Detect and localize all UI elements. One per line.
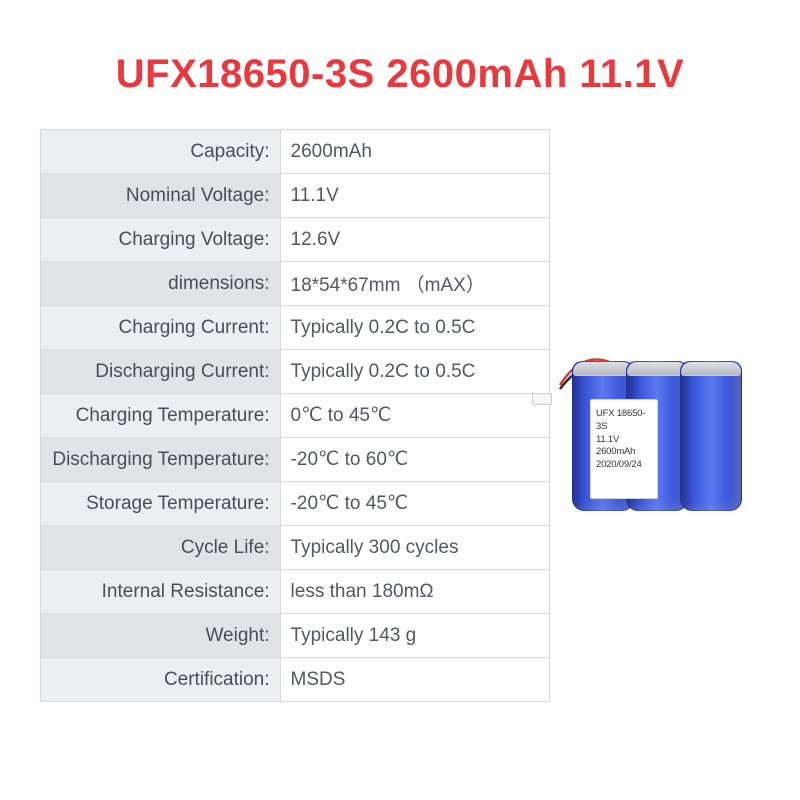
spec-label: Charging Current: [41, 306, 281, 350]
table-row: Charging Current:Typically 0.2C to 0.5C [41, 306, 550, 350]
spec-value: less than 180mΩ [280, 570, 549, 614]
spec-value: 0℃ to 45℃ [280, 394, 549, 438]
content-row: Capacity:2600mAhNominal Voltage:11.1VCha… [0, 129, 800, 702]
spec-label: Charging Voltage: [41, 218, 281, 262]
battery-label-line: 2020/09/24 [596, 459, 652, 472]
spec-label: Discharging Temperature: [41, 438, 281, 482]
page-title: UFX18650-3S 2600mAh 11.1V [0, 0, 800, 129]
spec-value: Typically 0.2C to 0.5C [280, 306, 549, 350]
spec-label: Capacity: [41, 130, 281, 174]
spec-label: Weight: [41, 614, 281, 658]
spec-label: Internal Resistance: [41, 570, 281, 614]
spec-label: dimensions: [41, 262, 281, 306]
spec-label: Certification: [41, 658, 281, 702]
battery-label-sticker: UFX 18650-3S 11.1V 2600mAh 2020/09/24 [590, 399, 658, 499]
spec-value: 2600mAh [280, 130, 549, 174]
table-row: dimensions:18*54*67mm （mAX） [41, 262, 550, 306]
spec-value: 18*54*67mm （mAX） [280, 262, 549, 306]
spec-value: -20℃ to 60℃ [280, 438, 549, 482]
battery-cell [680, 361, 742, 511]
spec-value: Typically 143 g [280, 614, 549, 658]
spec-value: 11.1V [280, 174, 549, 218]
spec-value: Typically 0.2C to 0.5C [280, 350, 549, 394]
spec-label: Storage Temperature: [41, 482, 281, 526]
spec-table-body: Capacity:2600mAhNominal Voltage:11.1VCha… [41, 130, 550, 702]
spec-value: 12.6V [280, 218, 549, 262]
battery-label-line: 11.1V 2600mAh [596, 434, 652, 460]
table-row: Nominal Voltage:11.1V [41, 174, 550, 218]
spec-table: Capacity:2600mAhNominal Voltage:11.1VCha… [40, 129, 550, 702]
table-row: Weight:Typically 143 g [41, 614, 550, 658]
table-row: Certification:MSDS [41, 658, 550, 702]
battery-label-line: UFX 18650-3S [596, 408, 652, 434]
table-row: Discharging Current:Typically 0.2C to 0.… [41, 350, 550, 394]
spec-value: Typically 300 cycles [280, 526, 549, 570]
spec-label: Nominal Voltage: [41, 174, 281, 218]
battery-connector-icon [532, 393, 552, 405]
table-row: Storage Temperature:-20℃ to 45℃ [41, 482, 550, 526]
spec-value: -20℃ to 45℃ [280, 482, 549, 526]
spec-label: Discharging Current: [41, 350, 281, 394]
table-row: Internal Resistance:less than 180mΩ [41, 570, 550, 614]
table-row: Charging Temperature:0℃ to 45℃ [41, 394, 550, 438]
table-row: Cycle Life:Typically 300 cycles [41, 526, 550, 570]
spec-label: Cycle Life: [41, 526, 281, 570]
product-image-area: UFX 18650-3S 11.1V 2600mAh 2020/09/24 [550, 129, 760, 701]
table-row: Capacity:2600mAh [41, 130, 550, 174]
spec-label: Charging Temperature: [41, 394, 281, 438]
table-row: Charging Voltage:12.6V [41, 218, 550, 262]
table-row: Discharging Temperature:-20℃ to 60℃ [41, 438, 550, 482]
battery-pack-illustration: UFX 18650-3S 11.1V 2600mAh 2020/09/24 [572, 355, 750, 515]
spec-value: MSDS [280, 658, 549, 702]
